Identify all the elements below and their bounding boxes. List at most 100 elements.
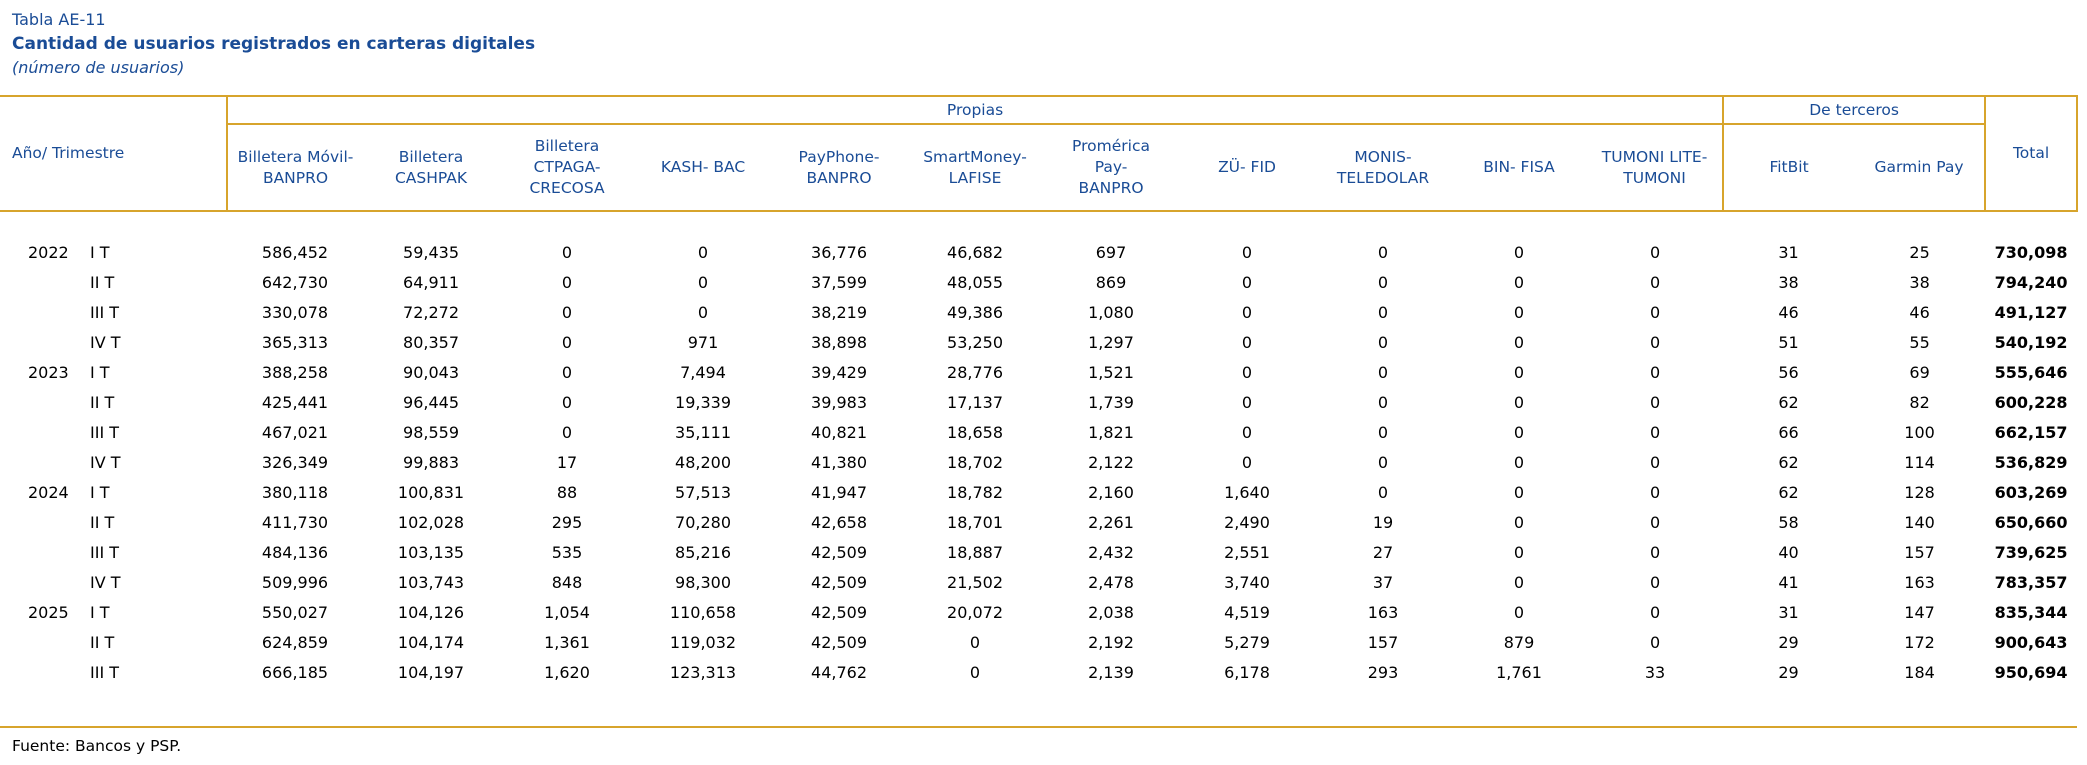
total-cell: 783,357 xyxy=(1994,572,2068,592)
value-cell: 90,043 xyxy=(403,362,459,382)
value-cell: 42,509 xyxy=(811,572,867,592)
value-cell: 0 xyxy=(561,422,573,442)
value-cell: 2,261 xyxy=(1088,512,1134,532)
value-cell: 85,216 xyxy=(675,542,731,562)
value-cell: 1,640 xyxy=(1224,482,1270,502)
year-cell: 2025 xyxy=(28,602,69,622)
quarter-cell: II T xyxy=(90,392,115,412)
value-cell: 35,111 xyxy=(675,422,731,442)
value-cell: 0 xyxy=(1513,602,1525,622)
value-cell: 0 xyxy=(561,272,573,292)
value-cell: 0 xyxy=(1513,392,1525,412)
value-cell: 624,859 xyxy=(261,632,329,652)
column-header-prom-rica-pay-banpro: Promérica Pay- BANPRO xyxy=(1043,124,1180,212)
value-cell: 1,821 xyxy=(1088,422,1134,442)
value-cell: 0 xyxy=(697,272,709,292)
value-cell: 27 xyxy=(1372,542,1394,562)
quarter-cell: III T xyxy=(90,302,120,322)
value-cell: 62 xyxy=(1778,392,1799,412)
value-cell: 64,911 xyxy=(403,272,459,292)
quarter-cell: I T xyxy=(90,482,110,502)
value-cell: 59,435 xyxy=(403,242,459,262)
total-cell: 555,646 xyxy=(1994,362,2068,382)
value-cell: 184 xyxy=(1904,662,1935,682)
value-cell: 0 xyxy=(1649,362,1661,382)
value-cell: 0 xyxy=(1513,512,1525,532)
total-cell: 603,269 xyxy=(1994,482,2068,502)
title-block: Tabla AE-11 Cantidad de usuarios registr… xyxy=(0,0,2087,77)
value-cell: 5,279 xyxy=(1224,632,1270,652)
value-cell: 666,185 xyxy=(261,662,329,682)
value-cell: 0 xyxy=(1513,452,1525,472)
value-cell: 2,038 xyxy=(1088,602,1134,622)
table-row: IV T 365,313 80,357 0 971 38,898 53,250 1,297 0 0… xyxy=(0,327,2077,357)
group-header-propias: Propias xyxy=(227,95,1725,125)
quarter-cell: IV T xyxy=(90,572,121,592)
value-cell: 0 xyxy=(561,362,573,382)
quarter-cell: IV T xyxy=(90,452,121,472)
group-header-row: Año/ Trimestre Propias De terceros Total xyxy=(0,95,2079,212)
value-cell: 4,519 xyxy=(1224,602,1270,622)
value-cell: 0 xyxy=(1377,422,1389,442)
value-cell: 0 xyxy=(1649,572,1661,592)
value-cell: 21,502 xyxy=(947,572,1003,592)
value-cell: 128 xyxy=(1904,482,1935,502)
value-cell: 0 xyxy=(1377,362,1389,382)
value-cell: 295 xyxy=(551,512,583,532)
year-cell xyxy=(0,417,88,447)
value-cell: 0 xyxy=(1649,272,1661,292)
value-cell: 25 xyxy=(1909,242,1930,262)
column-header-bin-fisa: BIN- FISA xyxy=(1451,124,1588,212)
value-cell: 0 xyxy=(1513,332,1525,352)
year-cell xyxy=(0,627,88,657)
value-cell: 1,739 xyxy=(1088,392,1134,412)
value-cell: 119,032 xyxy=(669,632,737,652)
table-title: Cantidad de usuarios registrados en cart… xyxy=(12,34,536,54)
value-cell: 157 xyxy=(1904,542,1935,562)
column-header-fitbit: FitBit xyxy=(1723,124,1855,212)
value-cell: 388,258 xyxy=(261,362,329,382)
value-cell: 37 xyxy=(1372,572,1394,592)
table-row: IV T 326,349 99,883 17 48,200 41,380 18,702 2,1… xyxy=(0,447,2077,477)
year-cell xyxy=(0,327,88,357)
total-cell: 900,643 xyxy=(1994,632,2068,652)
value-cell: 31 xyxy=(1778,602,1799,622)
total-cell: 491,127 xyxy=(1994,302,2068,322)
column-header-z-fid: ZÜ- FID xyxy=(1179,124,1316,212)
table-row: 2025 I T 550,027 104,126 1,054 110,658 42,509 2… xyxy=(0,597,2077,627)
value-cell: 0 xyxy=(1513,272,1525,292)
value-cell: 0 xyxy=(1513,302,1525,322)
value-cell: 42,658 xyxy=(811,512,867,532)
value-cell: 1,761 xyxy=(1496,662,1542,682)
value-cell: 18,658 xyxy=(947,422,1003,442)
total-cell: 739,625 xyxy=(1994,542,2068,562)
value-cell: 46 xyxy=(1909,302,1930,322)
value-cell: 0 xyxy=(1649,602,1661,622)
value-cell: 38,219 xyxy=(811,302,867,322)
value-cell: 51 xyxy=(1778,332,1799,352)
value-cell: 425,441 xyxy=(261,392,329,412)
value-cell: 104,126 xyxy=(397,602,465,622)
value-cell: 17,137 xyxy=(947,392,1003,412)
value-cell: 2,192 xyxy=(1088,632,1134,652)
table-header: Año/ Trimestre Propias De terceros Total… xyxy=(0,95,2079,212)
value-cell: 37,599 xyxy=(811,272,867,292)
value-cell: 869 xyxy=(1095,272,1127,292)
value-cell: 99,883 xyxy=(403,452,459,472)
value-cell: 17 xyxy=(556,452,578,472)
value-cell: 172 xyxy=(1904,632,1935,652)
value-cell: 38 xyxy=(1909,272,1930,292)
value-cell: 140 xyxy=(1904,512,1935,532)
value-cell: 53,250 xyxy=(947,332,1003,352)
quarter-cell: I T xyxy=(90,242,110,262)
value-cell: 0 xyxy=(561,332,573,352)
value-cell: 0 xyxy=(561,302,573,322)
value-cell: 879 xyxy=(1503,632,1535,652)
value-cell: 0 xyxy=(969,632,981,652)
value-cell: 2,490 xyxy=(1224,512,1270,532)
value-cell: 123,313 xyxy=(669,662,737,682)
value-cell: 642,730 xyxy=(261,272,329,292)
value-cell: 0 xyxy=(1377,272,1389,292)
value-cell: 2,160 xyxy=(1088,482,1134,502)
year-cell: 2023 xyxy=(28,362,69,382)
